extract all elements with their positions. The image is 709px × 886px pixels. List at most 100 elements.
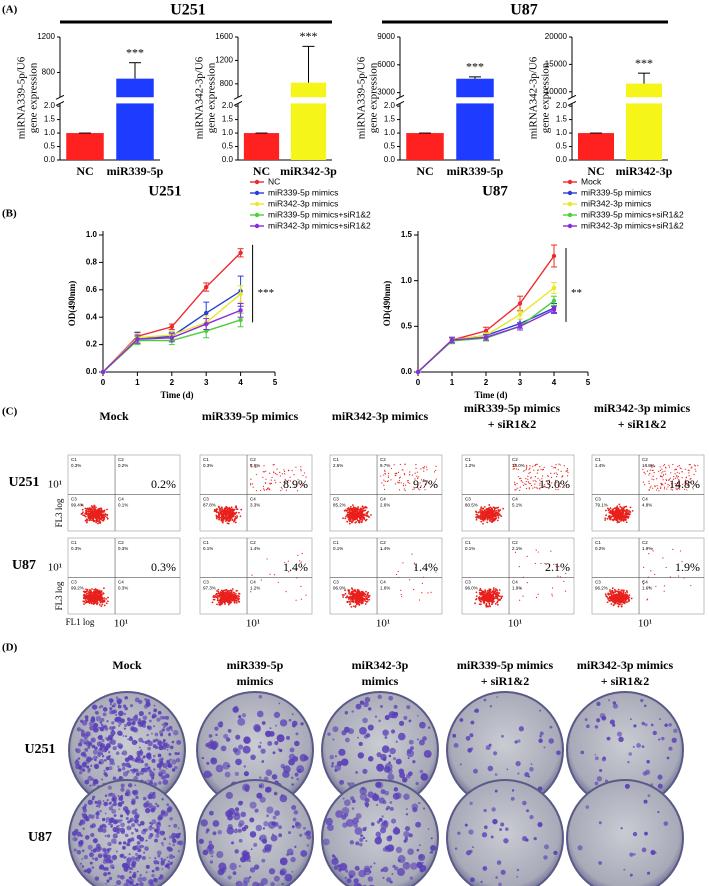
colony-dot	[300, 722, 303, 725]
colony-dot	[329, 755, 334, 760]
colony-dot	[368, 724, 374, 730]
legend-label: NC	[268, 176, 280, 186]
cell-dot	[607, 601, 609, 603]
colony-dot	[135, 759, 138, 762]
colony-dot	[257, 711, 264, 718]
cell-dot	[619, 515, 621, 517]
cell-dot	[228, 520, 230, 522]
x-tick-label: 5	[586, 378, 591, 387]
colony-dot	[335, 764, 342, 771]
legend-marker	[255, 202, 259, 206]
y-tick-label: 1.0	[556, 128, 568, 137]
colony-dot	[335, 755, 337, 757]
colony-dot	[108, 735, 113, 740]
colony-dot	[86, 765, 89, 768]
quadrant-value: 14.8%	[642, 463, 655, 468]
colony-dot	[118, 725, 120, 727]
colony-dot	[113, 777, 117, 781]
cell-dot	[104, 513, 106, 515]
colony-dot	[153, 755, 156, 758]
cell-dot	[531, 485, 532, 486]
quadrant-percent: 1.4%	[413, 560, 438, 574]
column-header: mimics	[362, 674, 399, 688]
cell-dot	[529, 483, 530, 484]
cell-dot	[540, 469, 541, 470]
cell-dot	[385, 473, 386, 474]
cell-dot	[415, 464, 416, 465]
x-tick-label: 5	[273, 378, 278, 387]
colony-dot	[339, 780, 344, 785]
colony-dot	[291, 777, 293, 779]
colony-dot	[82, 720, 87, 725]
colony-dot	[103, 770, 105, 772]
cell-dot	[680, 550, 681, 551]
colony-dot	[296, 732, 299, 735]
colony-dot	[406, 705, 410, 709]
cell-dot	[555, 464, 556, 465]
cell-dot	[212, 601, 214, 603]
cell-dot	[97, 509, 99, 511]
colony-dot	[111, 721, 114, 724]
colony-dot	[147, 725, 151, 729]
cell-dot	[532, 466, 533, 467]
colony-dot	[87, 770, 90, 773]
y-axis-label: FL3 log	[54, 581, 64, 610]
cell-dot	[224, 593, 226, 595]
bar	[406, 133, 444, 160]
cell-dot	[218, 518, 220, 520]
colony-dot	[259, 695, 263, 699]
cell-dot	[365, 509, 367, 511]
cell-dot	[90, 591, 92, 593]
cell-dot	[274, 480, 275, 481]
cell-dot	[279, 472, 280, 473]
colony-dot	[158, 781, 161, 784]
quadrant-name: C4	[642, 497, 648, 502]
cell-dot	[608, 598, 610, 600]
cell-dot	[273, 471, 274, 472]
colony-dot	[389, 748, 395, 754]
cell-dot	[616, 509, 618, 511]
cell-dot	[613, 604, 615, 606]
colony-dot	[274, 712, 280, 718]
cell-dot	[607, 508, 609, 510]
cell-dot	[555, 467, 556, 468]
cell-dot	[691, 467, 692, 468]
cell-dot	[483, 516, 485, 518]
cell-dot	[88, 517, 90, 519]
cell-dot	[353, 595, 355, 597]
cell-dot	[526, 465, 527, 466]
colony-dot	[253, 724, 260, 731]
column-header: miR342-3p mimics	[577, 658, 674, 672]
cell-dot	[231, 512, 233, 514]
cell-dot	[354, 597, 356, 599]
colony-dot	[376, 764, 384, 772]
cell-dot	[235, 522, 237, 524]
cell-dot	[250, 484, 251, 485]
cell-dot	[643, 567, 644, 568]
colony-dot	[122, 763, 126, 767]
cell-dot	[225, 596, 227, 598]
cell-dot	[356, 593, 358, 595]
cell-dot	[402, 562, 403, 563]
cell-dot	[489, 598, 491, 600]
colony-dot	[110, 699, 114, 703]
cell-dot	[215, 595, 217, 597]
cell-dot	[349, 596, 351, 598]
cell-dot	[365, 591, 367, 593]
colony-dot	[424, 750, 432, 758]
cell-dot	[99, 604, 101, 606]
cell-dot	[528, 473, 529, 474]
quadrant-name: C4	[118, 497, 124, 502]
cell-dot	[223, 596, 225, 598]
cell-dot	[519, 600, 520, 601]
cell-dot	[350, 506, 352, 508]
cell-dot	[356, 598, 358, 600]
cell-dot	[492, 590, 494, 592]
cell-dot	[619, 598, 621, 600]
cell-dot	[93, 603, 95, 605]
quadrant-name: C1	[465, 540, 471, 545]
cell-dot	[399, 477, 400, 478]
cell-dot	[499, 509, 501, 511]
quadrant-value: 1.9%	[642, 546, 652, 551]
cell-dot	[642, 469, 643, 470]
